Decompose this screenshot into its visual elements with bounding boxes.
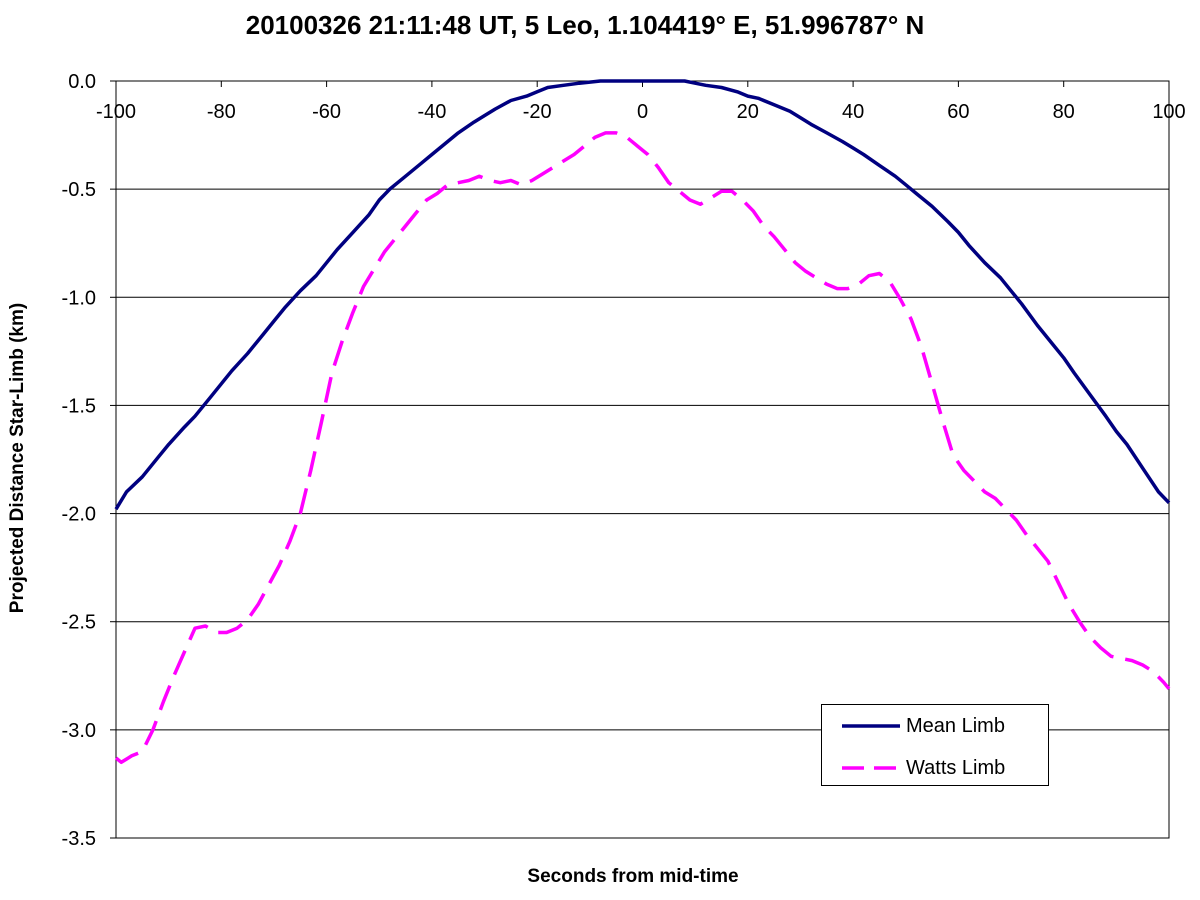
x-tick-label: -40 <box>417 101 446 123</box>
legend-item-watts-limb: Watts Limb <box>822 753 1048 783</box>
x-tick-labels: -100 -80 -60 -40 -20 0 20 40 60 80 100 <box>96 101 1186 123</box>
y-axis-label: Projected Distance Star-Limb (km) <box>7 302 28 614</box>
legend-label-mean-limb: Mean Limb <box>906 715 1005 737</box>
x-axis-label: Seconds from mid-time <box>527 866 739 887</box>
legend: Mean Limb Watts Limb <box>821 704 1049 786</box>
x-tick-label: 100 <box>1152 101 1185 123</box>
chart-title: 20100326 21:11:48 UT, 5 Leo, 1.104419° E… <box>245 10 925 40</box>
x-tick-label: -60 <box>312 101 341 123</box>
x-tick-label: -80 <box>207 101 236 123</box>
legend-swatch-mean-limb <box>842 724 900 728</box>
legend-swatch-watts-limb <box>842 766 900 770</box>
y-tick-label: -2.0 <box>62 504 96 526</box>
x-tick-label: -20 <box>523 101 552 123</box>
legend-item-mean-limb: Mean Limb <box>822 711 1048 741</box>
x-tick-label: 20 <box>737 101 759 123</box>
x-tick-label: 0 <box>637 101 648 123</box>
series-line-watts-limb <box>114 131 1171 765</box>
x-tick-label: -100 <box>96 101 136 123</box>
legend-label-watts-limb: Watts Limb <box>906 757 1006 779</box>
series-lines <box>114 79 1171 765</box>
x-tick-label: 40 <box>842 101 864 123</box>
y-tick-label: -1.0 <box>62 287 96 309</box>
series-line-mean-limb <box>114 79 1171 511</box>
x-tick-label: 60 <box>947 101 969 123</box>
y-tick-label: 0.0 <box>68 71 96 93</box>
y-tick-label: -3.5 <box>62 828 96 850</box>
x-tick-label: 80 <box>1053 101 1075 123</box>
y-tick-label: -1.5 <box>62 395 96 417</box>
y-tick-label: -3.0 <box>62 720 96 742</box>
y-tick-label: -2.5 <box>62 612 96 634</box>
y-tick-label: -0.5 <box>62 179 96 201</box>
y-tick-labels: 0.0 -0.5 -1.0 -1.5 -2.0 -2.5 -3.0 -3.5 <box>62 71 96 850</box>
